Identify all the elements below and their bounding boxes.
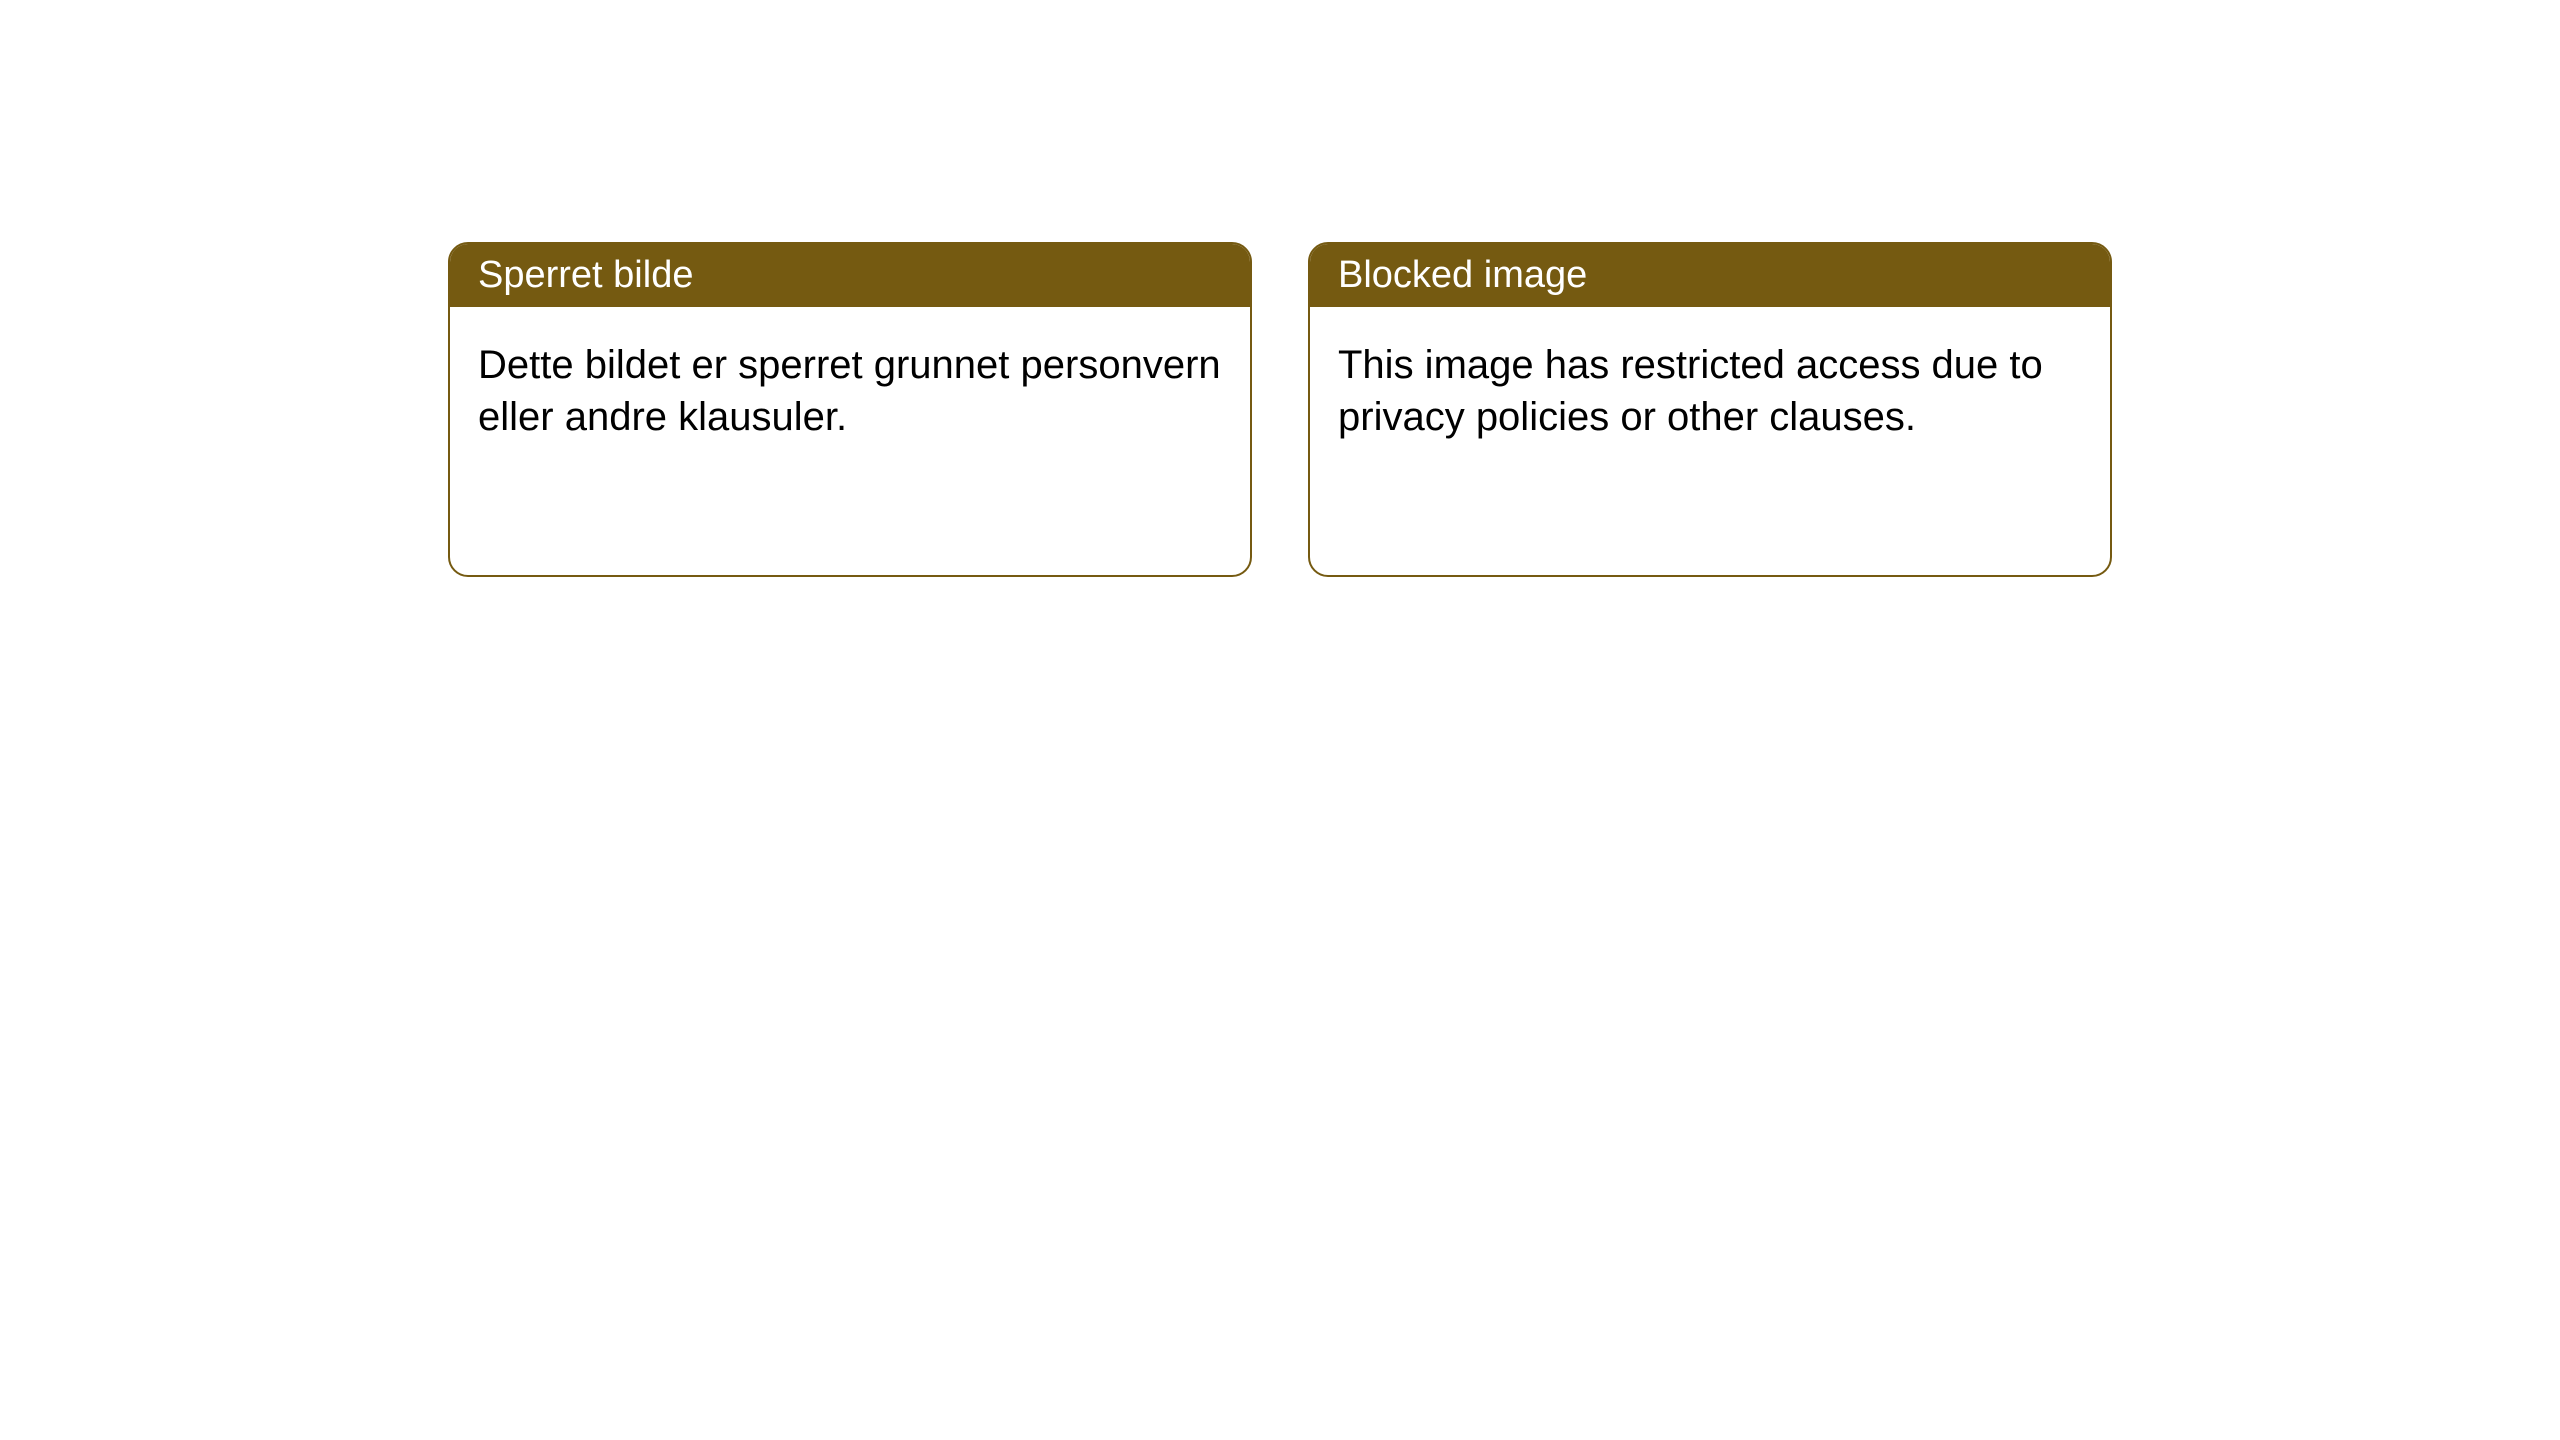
notice-body: This image has restricted access due to … [1310,307,2110,475]
notice-box-english: Blocked image This image has restricted … [1308,242,2112,577]
notice-body: Dette bildet er sperret grunnet personve… [450,307,1250,475]
notice-box-norwegian: Sperret bilde Dette bildet er sperret gr… [448,242,1252,577]
notice-header: Sperret bilde [450,244,1250,307]
notice-header: Blocked image [1310,244,2110,307]
notice-container: Sperret bilde Dette bildet er sperret gr… [448,242,2112,577]
